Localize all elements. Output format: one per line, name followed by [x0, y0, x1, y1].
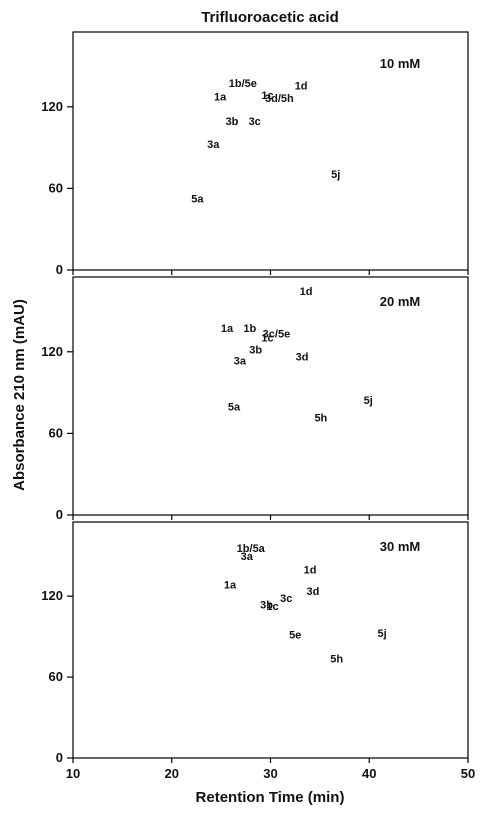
figure-title: Trifluoroacetic acid: [201, 9, 339, 26]
peak-label: 3d/5h: [265, 93, 294, 105]
peak-label: 3a: [241, 551, 254, 563]
y-tick-label: 0: [56, 262, 63, 277]
peak-label: 3c/5e: [263, 328, 291, 340]
peak-label: 5j: [377, 628, 386, 640]
axis-ticks: 0 60 120: [41, 344, 469, 522]
x-axis-label: Retention Time (min): [196, 789, 345, 806]
peak-label: 5j: [331, 169, 340, 181]
peak-label: 1b: [243, 323, 256, 335]
x-tick-label: 10: [66, 766, 80, 781]
peak-label: 5e: [289, 629, 301, 641]
peak-label: 3c: [280, 593, 292, 605]
concentration-label: 30 mM: [380, 539, 420, 554]
peak-label: 5h: [314, 413, 327, 425]
peak-label: 3d: [296, 351, 309, 363]
x-tick-label: 50: [461, 766, 475, 781]
y-tick-label: 120: [41, 99, 63, 114]
y-axis-label: Absorbance 210 nm (mAU): [11, 299, 28, 491]
y-tick-label: 0: [56, 750, 63, 765]
peak-label: 1c: [261, 90, 273, 102]
axis-ticks: 0 60 120: [41, 99, 469, 277]
panel-frame: [72, 276, 469, 516]
peak-label: 5j: [364, 395, 373, 407]
x-tick-label: 40: [362, 766, 376, 781]
peak-label: 5a: [191, 193, 204, 205]
axis-ticks: 0 60 120 10 20 30 40 50: [41, 588, 475, 781]
y-tick-label: 120: [41, 588, 63, 603]
y-tick-label: 60: [49, 180, 63, 195]
peak-label: 3c: [249, 116, 261, 128]
concentration-label: 20 mM: [380, 294, 420, 309]
peak-label: 1a: [214, 91, 227, 103]
peak-label: 1b/5a: [237, 543, 266, 555]
peak-label: 1c: [266, 601, 278, 613]
peak-label: 1b/5e: [229, 78, 257, 90]
x-tick-label: 20: [165, 766, 179, 781]
x-tick-label: 30: [263, 766, 277, 781]
peak-label: 3d: [307, 586, 320, 598]
peak-label: 1d: [300, 286, 313, 298]
peak-label: 3a: [234, 355, 247, 367]
peak-label: 1c: [261, 332, 273, 344]
peak-label: 3a: [207, 139, 220, 151]
peak-label: 3b: [226, 116, 239, 128]
concentration-label: 10 mM: [380, 56, 420, 71]
panel-frame: [72, 521, 469, 759]
peak-label: 5a: [228, 402, 241, 414]
peak-label: 1d: [304, 565, 317, 577]
peak-label: 3b: [260, 600, 273, 612]
y-tick-label: 60: [49, 425, 63, 440]
y-tick-label: 60: [49, 669, 63, 684]
peak-label: 1a: [224, 579, 237, 591]
y-tick-label: 120: [41, 344, 63, 359]
peak-label: 1d: [295, 81, 308, 93]
peak-label: 5h: [330, 654, 343, 666]
peak-label: 1a: [221, 323, 234, 335]
y-tick-label: 0: [56, 507, 63, 522]
peak-label: 3b: [249, 345, 262, 357]
